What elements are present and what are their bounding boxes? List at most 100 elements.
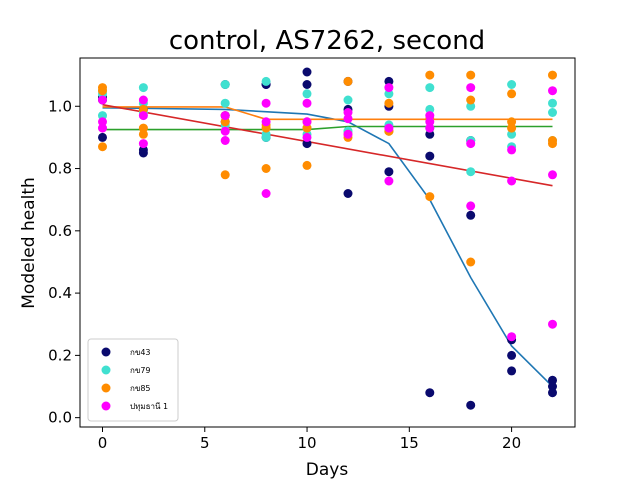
fit-line xyxy=(102,103,553,187)
data-point xyxy=(98,142,107,152)
data-point xyxy=(466,70,476,80)
data-point xyxy=(384,89,394,99)
data-point xyxy=(220,126,230,136)
data-point xyxy=(302,98,312,108)
data-point xyxy=(466,167,476,177)
data-point xyxy=(138,95,148,105)
y-tick-label: 0.6 xyxy=(48,222,72,240)
data-point xyxy=(425,129,435,139)
x-axis-label: Days xyxy=(306,460,349,480)
data-point xyxy=(507,332,517,342)
data-point xyxy=(302,123,312,133)
data-point xyxy=(261,117,271,127)
data-point xyxy=(507,176,517,186)
data-point xyxy=(507,123,517,133)
data-point xyxy=(220,170,230,180)
data-point xyxy=(425,83,435,93)
data-point xyxy=(98,117,107,127)
data-point xyxy=(343,95,353,105)
x-tick-label: 20 xyxy=(502,434,521,452)
data-point xyxy=(425,117,435,127)
data-point xyxy=(466,400,476,410)
fit-line xyxy=(102,106,553,121)
x-tick-label: 0 xyxy=(98,434,108,452)
data-point xyxy=(507,129,517,139)
legend-marker xyxy=(101,383,111,393)
data-point xyxy=(548,108,557,117)
legend-label: กข85 xyxy=(130,384,151,393)
data-point xyxy=(138,145,148,155)
chart-title: control, AS7262, second xyxy=(169,26,485,56)
data-point xyxy=(302,89,312,99)
data-point xyxy=(98,111,107,121)
y-tick-label: 0.0 xyxy=(48,409,72,427)
data-point xyxy=(425,192,435,202)
data-point xyxy=(425,151,435,161)
y-tick-label: 1.0 xyxy=(48,97,72,115)
data-point xyxy=(384,98,394,108)
x-tick-label: 5 xyxy=(200,434,210,452)
data-point xyxy=(466,139,476,149)
data-point xyxy=(425,104,435,114)
data-point xyxy=(138,111,148,121)
data-point xyxy=(302,117,312,127)
plot-frame xyxy=(79,57,576,428)
data-point xyxy=(548,98,557,108)
legend-label: กข43 xyxy=(130,348,151,357)
data-point xyxy=(220,98,230,108)
fit-lines xyxy=(102,103,554,388)
data-point xyxy=(466,257,476,267)
data-point xyxy=(548,139,557,149)
data-point xyxy=(220,111,230,121)
y-tick-label: 0.2 xyxy=(48,346,72,364)
data-point xyxy=(302,67,312,77)
data-point xyxy=(384,123,394,133)
data-point xyxy=(425,123,435,133)
data-point xyxy=(138,139,148,149)
data-point xyxy=(548,86,557,96)
data-point xyxy=(507,350,517,360)
legend-label: กข79 xyxy=(130,366,151,375)
legend-marker xyxy=(101,347,111,357)
data-point xyxy=(302,132,312,142)
data-point xyxy=(425,111,435,121)
fit-line xyxy=(102,125,553,131)
y-tick-label: 0.8 xyxy=(48,160,72,178)
legend-marker xyxy=(101,401,111,411)
data-point xyxy=(302,160,312,170)
data-point xyxy=(98,132,107,142)
legend: กข43 กข79 กข85 ปทุมธานี 1 xyxy=(87,338,179,422)
data-point xyxy=(507,366,517,376)
data-point xyxy=(548,388,557,398)
data-point xyxy=(548,319,557,329)
data-point xyxy=(384,167,394,177)
data-point xyxy=(138,104,148,114)
data-point xyxy=(343,114,353,124)
data-point xyxy=(466,83,476,93)
data-point xyxy=(425,388,435,398)
axis-ticks: 0 5 10 15 20 0.0 0.2 0.4 0.6 0.8 1.0 xyxy=(48,97,521,452)
data-point xyxy=(548,382,557,391)
data-point xyxy=(98,123,107,133)
data-point xyxy=(261,98,271,108)
data-point xyxy=(261,129,271,139)
data-point xyxy=(343,108,353,117)
data-points xyxy=(98,67,557,410)
data-point xyxy=(261,189,271,198)
data-point xyxy=(507,89,517,99)
data-point xyxy=(466,101,476,111)
y-axis-label: Modeled health xyxy=(19,177,39,309)
y-tick-label: 0.4 xyxy=(48,284,72,302)
data-point xyxy=(548,375,557,385)
legend-label: ปทุมธานี 1 xyxy=(130,402,168,411)
data-point xyxy=(98,95,107,105)
data-point xyxy=(384,76,394,86)
fit-line xyxy=(102,107,554,388)
data-point xyxy=(343,76,353,86)
data-point xyxy=(548,170,557,180)
x-tick-label: 10 xyxy=(297,434,316,452)
data-point xyxy=(343,129,353,139)
data-point xyxy=(138,129,148,139)
data-point xyxy=(261,164,271,173)
